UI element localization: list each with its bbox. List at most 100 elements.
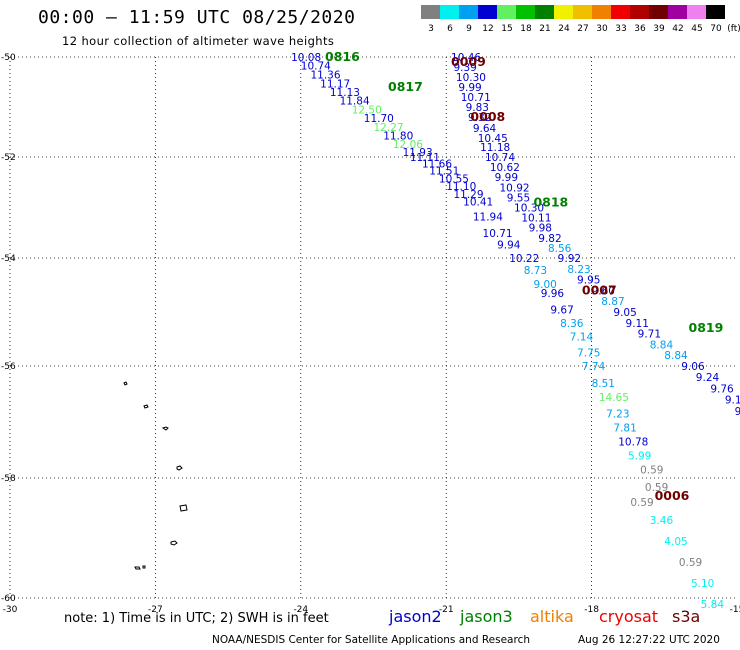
- wave-height-value: 10.74: [301, 61, 331, 73]
- x-tick-label: -18: [584, 605, 599, 615]
- wave-height-value: 9.95: [577, 275, 600, 287]
- legend-label: 3: [428, 24, 434, 34]
- legend-swatch: [668, 5, 687, 19]
- legend-swatch: [421, 5, 440, 19]
- island-3: [161, 426, 169, 431]
- wave-height-value: 9.67: [550, 304, 573, 316]
- legend-swatch: [573, 5, 592, 19]
- wave-height-value: 8.36: [560, 318, 584, 330]
- wave-height-value: 9.06: [681, 361, 705, 373]
- page-title: 00:00 – 11:59 UTC 08/25/2020: [38, 7, 356, 28]
- wave-height-value: 10.92: [500, 182, 530, 194]
- wave-height-value: 10.55: [439, 174, 469, 186]
- x-tick-label: -27: [148, 605, 163, 615]
- wave-height-value: 8.51: [592, 378, 615, 390]
- legend-swatch: [554, 5, 573, 19]
- pass-time-label: 0007: [582, 282, 617, 297]
- wave-height-value: 8.73: [524, 265, 547, 277]
- wave-height-value: 0.59: [679, 557, 702, 569]
- legend-swatch: [592, 5, 611, 19]
- island-1: [123, 381, 128, 386]
- wave-height-value: 9.96: [541, 288, 565, 300]
- wave-height-value: 7.74: [582, 361, 606, 373]
- y-tick-label: -56: [1, 362, 16, 372]
- pass-time-label: 0816: [325, 49, 360, 64]
- y-tick-label: -54: [1, 254, 16, 264]
- legend-label: 18: [520, 24, 532, 34]
- legend-label: 36: [634, 24, 646, 34]
- pass-time-label: 0006: [655, 488, 690, 503]
- wave-height-value: 11.36: [310, 70, 340, 82]
- wave-height-value: 5.84: [701, 599, 725, 611]
- legend-label: 15: [501, 24, 513, 34]
- wave-height-value: 5.99: [628, 451, 651, 463]
- legend-unit: (ft): [727, 24, 740, 34]
- island-6: [170, 540, 178, 546]
- legend-label: 21: [539, 24, 551, 34]
- pass-time-label: 0819: [689, 320, 724, 335]
- legend-swatch: [516, 5, 535, 19]
- wave-height-value: 9.98: [529, 223, 552, 235]
- wave-height-value: 11.51: [429, 166, 459, 178]
- wave-height-value: 7.75: [577, 348, 600, 360]
- legend-label: 39: [653, 24, 665, 34]
- y-tick-label: -52: [1, 153, 16, 163]
- wave-height-value: 9.99: [458, 82, 481, 94]
- wave-height-value: 11.18: [480, 142, 510, 154]
- legend-swatch: [440, 5, 459, 19]
- legend-swatch: [459, 5, 478, 19]
- legend-swatch: [611, 5, 630, 19]
- wave-height-value: 8.87: [601, 296, 624, 308]
- wave-height-value: 9.71: [638, 329, 661, 341]
- wave-height-value: 10.71: [461, 92, 491, 104]
- legend-swatch: [706, 5, 725, 19]
- legend-label: 42: [672, 24, 684, 34]
- wave-height-value: 5.10: [691, 578, 714, 590]
- wave-height-value: 9.92: [558, 253, 581, 265]
- legend-label: 27: [577, 24, 589, 34]
- wave-height-value: 10.22: [509, 253, 539, 265]
- wave-height-value: 10.62: [490, 162, 520, 174]
- wave-height-value: 7.81: [613, 423, 636, 435]
- wave-height-value: 10.11: [521, 213, 551, 225]
- wave-height-value: 9.24: [696, 372, 720, 384]
- wave-height-value: 11.70: [364, 113, 394, 125]
- wave-height-value: 11.94: [473, 212, 503, 224]
- legend-label: 9: [466, 24, 472, 34]
- pass-time-labels: 0816 0817 0009 0008 0818 0007 0819 0006: [325, 49, 723, 503]
- pass-time-label: 0817: [388, 79, 423, 94]
- legend-swatch: [497, 5, 516, 19]
- wave-height-value: 9.00: [533, 279, 556, 291]
- wave-height-value: 11.10: [446, 181, 476, 193]
- wave-height-value: 11.93: [403, 147, 433, 159]
- wave-height-value: 11.11: [410, 152, 440, 164]
- legend-label: 30: [596, 24, 608, 34]
- wave-height-value: 11.29: [453, 189, 483, 201]
- wave-height-value: 10.30: [456, 72, 486, 84]
- wave-height-value: 9.17: [725, 395, 740, 407]
- wave-height-value: 3.46: [650, 515, 674, 527]
- wave-height-value: 9.: [735, 406, 740, 418]
- wave-height-value: 14.65: [599, 392, 629, 404]
- island-outlines: [123, 381, 188, 570]
- credit-line: NOAA/NESDIS Center for Satellite Applica…: [212, 634, 530, 646]
- wave-height-value: 9.94: [497, 239, 521, 251]
- legend-swatch: [535, 5, 554, 19]
- x-tick-label: -24: [293, 605, 308, 615]
- pass-time-label: 0008: [470, 109, 505, 124]
- page-subtitle: 12 hour collection of altimeter wave hei…: [62, 34, 335, 48]
- wave-height-value: 11.13: [330, 87, 360, 99]
- legend-swatch: [649, 5, 668, 19]
- legend-label: 33: [615, 24, 627, 34]
- island-7: [134, 566, 141, 570]
- legend-label: 70: [710, 24, 722, 34]
- wave-height-value: 8.84: [664, 350, 688, 362]
- wave-height-value: 12.06: [393, 139, 423, 151]
- wave-height-value: 10.74: [485, 152, 515, 164]
- wave-height-value: 8.84: [650, 339, 674, 351]
- y-tick-label: -50: [1, 53, 16, 63]
- x-tick-label: -15: [730, 605, 740, 615]
- island-8: [142, 565, 146, 569]
- satellite-cryosat: cryosat: [599, 607, 659, 626]
